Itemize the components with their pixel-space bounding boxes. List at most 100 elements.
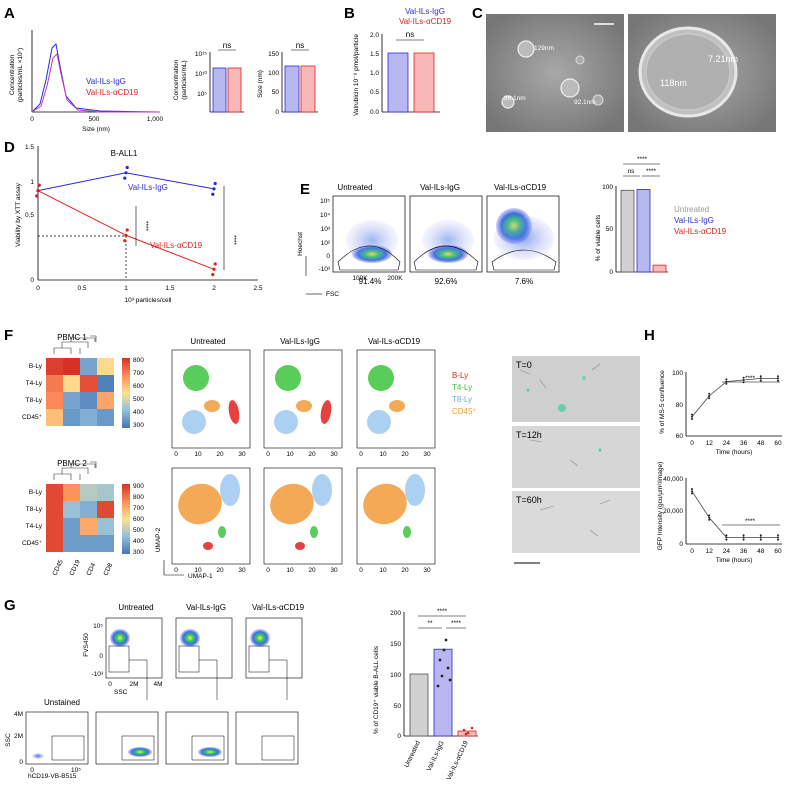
g-bar-point-5 <box>436 684 440 688</box>
a-acd19-curve <box>31 52 160 113</box>
g-bot-cluster-0 <box>32 753 44 759</box>
a-bar2-ylabel: Size (nm) <box>257 70 264 98</box>
d-xtick-1: 1 <box>124 285 128 292</box>
d-xlabel: 10³ particles/cell <box>125 297 173 304</box>
h1-line-pt-1--1 <box>708 392 711 395</box>
e-tick-m3: -10³ <box>318 266 330 273</box>
f-umap-bot-xt-2-0: 0 <box>359 567 363 574</box>
panel-label-f: F <box>4 327 13 344</box>
f-pbmc2-title: PBMC 2 <box>57 459 87 468</box>
a-xtick-1000: 1,000 <box>147 116 164 123</box>
g-ylabel-top: FVS450 <box>83 633 90 657</box>
h2-line-pt-3-0 <box>742 536 745 539</box>
f-legend-t8: T8-Ly <box>452 395 472 404</box>
a-bar2-tick-100: 100 <box>268 70 279 77</box>
f-umap-top-cd45-2 <box>389 400 405 412</box>
a-bar1-igg <box>212 67 227 113</box>
hm2-cell-1-3 <box>97 501 114 518</box>
f-umap-bot-frame-2 <box>356 467 436 565</box>
e-tick-5: 10⁵ <box>320 198 330 205</box>
panel-label-a: A <box>4 5 15 22</box>
f-hm1-scale-1: 700 <box>133 370 144 377</box>
f-umap-top-t4-2 <box>368 365 394 391</box>
g-bar-tick-0: 0 <box>397 733 401 740</box>
d-title: B-ALL1 <box>111 149 138 158</box>
f-col-cd4: CD4 <box>85 562 97 577</box>
h1-line-pt-0-1 <box>691 418 693 420</box>
g-bot-plot-1 <box>95 711 159 765</box>
hm2-cell-0-2 <box>80 484 97 501</box>
g-bar-point-0 <box>442 648 446 652</box>
f-umap-top-mask <box>413 400 427 426</box>
c-measure-721: 7.21nm <box>708 54 738 64</box>
h1-line-xt-5: 60 <box>774 440 782 447</box>
d-point-1-0-1 <box>36 189 40 193</box>
f-umap-top-xt-0-2: 20 <box>216 451 224 458</box>
f-hm2-row-t8: T8-Ly <box>26 506 43 513</box>
a-xtick-500: 500 <box>89 116 100 123</box>
h2-line-pt-3--1 <box>742 534 745 537</box>
panel-f-heatmaps-umap: PBMC 1 B-Ly T4-Ly T8-Ly CD45⁺ 800 700 600 5… <box>22 333 477 580</box>
g-bot-gate-1 <box>121 735 155 761</box>
f-hm2-scale-6: 300 <box>133 549 144 556</box>
g-top-plot-0 <box>105 617 163 679</box>
e-bar-2 <box>652 264 667 273</box>
e-bar-ylabel: % of viable cells <box>595 214 602 261</box>
e-tick-3: 10³ <box>321 226 331 233</box>
b-tick-0: 0.0 <box>370 109 379 116</box>
g-bar-point-red-0 <box>462 728 466 732</box>
f-title-untreated: Untreated <box>190 337 225 346</box>
f-umap-top-xt-2-1: 10 <box>379 451 387 458</box>
g-bot-plot-2 <box>165 711 229 765</box>
a-legend-igg: Val-ILs-IgG <box>86 77 126 86</box>
d-stars-2: **** <box>230 235 237 246</box>
f-umap-bot-t4-0 <box>218 526 226 538</box>
hm1-cell-2-0 <box>46 392 63 409</box>
g-arrow-2 <box>269 659 288 700</box>
f-col-cd45: CD45 <box>51 558 65 576</box>
panel-label-b: B <box>344 5 355 22</box>
f-hm1-row-t4: T4-Ly <box>26 380 43 387</box>
f-umap-top-xt-1-2: 20 <box>308 451 316 458</box>
hm1-cell-3-1 <box>63 409 80 426</box>
h2-line-pt-1--1 <box>708 514 711 517</box>
f-umap-top-t8-0 <box>182 410 206 434</box>
g-title-untreated: Untreated <box>118 603 153 612</box>
g-top-ytick-1: 0 <box>99 653 103 660</box>
g-top-cluster-1 <box>180 629 200 647</box>
g-bar-cat-untreated: Untreated <box>403 740 422 769</box>
h1-line-pt-4-0 <box>759 377 762 380</box>
h2-stars: **** <box>745 518 756 525</box>
h2-line-pt-5-0 <box>777 536 779 539</box>
h1-line-xt-1: 12 <box>706 440 714 447</box>
a-bar2-igg <box>284 65 300 113</box>
panel-e-flow: Untreated Val-ILs-IgG Val-ILs-αCD19 Hoec… <box>297 156 727 298</box>
b-legend-igg: Val-ILs-IgG <box>405 7 445 16</box>
b-tick-05: 0.5 <box>370 89 379 96</box>
e-pct-igg: 92.6% <box>435 277 458 286</box>
e-tick-0: 0 <box>326 253 330 260</box>
f-umap-bot-xt-2-3: 30 <box>423 567 431 574</box>
g-top-plot-2 <box>245 617 303 679</box>
a-bar1-tick-5: 10⁵ <box>197 91 207 98</box>
d-xtick-15: 1.5 <box>165 285 174 292</box>
d-line-igg <box>37 172 215 192</box>
h1-line-xt-2: 24 <box>723 440 731 447</box>
hm2-cell-2-1 <box>63 518 80 535</box>
d-point-1-1-2 <box>125 228 129 232</box>
f-hm1-scale-2: 600 <box>133 383 144 390</box>
g-bot-gate-0 <box>51 735 85 761</box>
g-bar-point-red-2 <box>470 726 474 730</box>
g-title-igg: Val-ILs-IgG <box>186 603 226 612</box>
panel-h-time-course: T=0 T=12h T=60h % of MS-5 confluence 100… <box>512 356 782 564</box>
d-label-acd19: Val-ILs-αCD19 <box>150 241 203 250</box>
f-umap-bot-cd45-0 <box>178 483 222 525</box>
f-umap-top-t8-1 <box>274 410 298 434</box>
g-bar-cat-igg: Val-ILs-IgG <box>426 740 446 772</box>
h2-line-pt-4-0 <box>759 536 762 539</box>
h2-line-pt-2--1 <box>725 534 728 537</box>
f-umap-bot-bly-0 <box>203 542 213 550</box>
f-umap-top-xt-2-3: 30 <box>423 451 431 458</box>
f-hm2-row-t4: T4-Ly <box>26 523 43 530</box>
h1-line-pt-2--1 <box>725 378 728 381</box>
